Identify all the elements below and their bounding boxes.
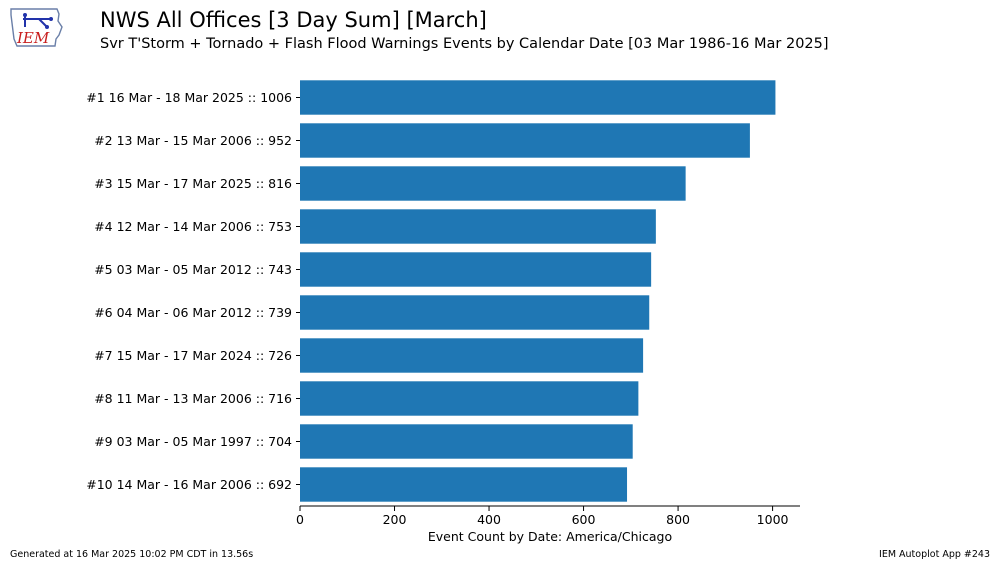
bar-10 [300,467,628,502]
chart-subtitle: Svr T'Storm + Tornado + Flash Flood Warn… [100,36,829,52]
x-axis-label: Event Count by Date: America/Chicago [428,529,672,544]
bar-2 [300,123,750,158]
x-tick-label-800: 800 [666,512,690,527]
chart-title: NWS All Offices [3 Day Sum] [March] [100,8,487,32]
iem-logo: IEM [10,8,63,47]
bar-7 [300,338,644,373]
bar-9 [300,424,633,459]
bar-8 [300,381,639,416]
bar-6 [300,295,650,330]
y-tick-label-4: #4 12 Mar - 14 Mar 2006 :: 753 [94,219,292,234]
y-tick-label-10: #10 14 Mar - 16 Mar 2006 :: 692 [86,477,292,492]
generated-note: Generated at 16 Mar 2025 10:02 PM CDT in… [10,549,254,560]
y-tick-label-8: #8 11 Mar - 13 Mar 2006 :: 716 [94,391,292,406]
y-tick-label-6: #6 04 Mar - 06 Mar 2012 :: 739 [94,305,292,320]
logo-text: IEM [16,29,50,47]
x-tick-label-200: 200 [383,512,407,527]
bar-1 [300,80,776,115]
x-tick-label-0: 0 [296,512,304,527]
x-tick-label-600: 600 [572,512,596,527]
app-label: IEM Autoplot App #243 [879,549,990,560]
bar-3 [300,166,686,201]
y-tick-label-5: #5 03 Mar - 05 Mar 2012 :: 743 [94,262,292,277]
y-tick-label-2: #2 13 Mar - 15 Mar 2006 :: 952 [94,133,292,148]
x-tick-label-1000: 1000 [757,512,789,527]
y-tick-label-9: #9 03 Mar - 05 Mar 1997 :: 704 [94,434,292,449]
y-tick-label-3: #3 15 Mar - 17 Mar 2025 :: 816 [94,176,292,191]
y-tick-label-7: #7 15 Mar - 17 Mar 2024 :: 726 [94,348,292,363]
y-tick-label-1: #1 16 Mar - 18 Mar 2025 :: 1006 [86,90,292,105]
x-tick-label-400: 400 [477,512,501,527]
bar-5 [300,252,652,287]
bar-4 [300,209,656,244]
